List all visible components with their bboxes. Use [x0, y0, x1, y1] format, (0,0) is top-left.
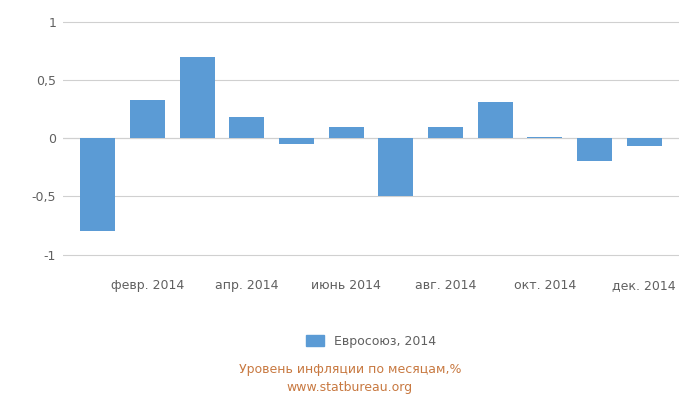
Bar	[180, 57, 214, 138]
Text: www.statbureau.org: www.statbureau.org	[287, 382, 413, 394]
Bar	[130, 100, 164, 138]
Bar	[230, 117, 264, 138]
Bar	[428, 126, 463, 138]
Bar	[478, 102, 512, 138]
Bar	[379, 138, 413, 196]
Bar	[80, 138, 116, 231]
Bar	[578, 138, 612, 162]
Bar	[279, 138, 314, 144]
Bar	[329, 126, 363, 138]
Legend: Евросоюз, 2014: Евросоюз, 2014	[306, 335, 436, 348]
Bar	[528, 137, 562, 138]
Text: Уровень инфляции по месяцам,%: Уровень инфляции по месяцам,%	[239, 364, 461, 376]
Bar	[626, 138, 662, 146]
